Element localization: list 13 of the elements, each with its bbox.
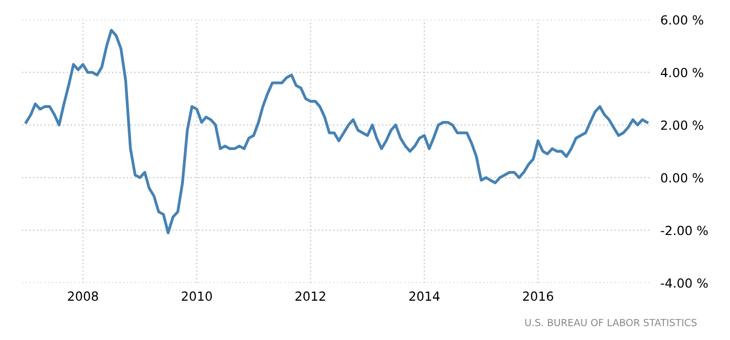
x-tick-label: 2008 bbox=[68, 291, 98, 301]
x-tick-label: 2012 bbox=[296, 291, 326, 301]
text: U.S. BUREAU OF LABOR STATISTICS bbox=[525, 318, 697, 326]
x-tick-label: 2010 bbox=[182, 291, 212, 301]
y-tick-label: 2.00 % bbox=[661, 120, 704, 130]
y-tick-label: -2.00 % bbox=[660, 226, 708, 236]
y-tick-label: 4.00 % bbox=[660, 68, 704, 78]
y-tick-label: 6.00 % bbox=[661, 15, 704, 25]
y-tick-label: -4.00 % bbox=[660, 278, 708, 288]
x-tick-label: 2014 bbox=[409, 291, 440, 301]
x-tick-label: 2016 bbox=[523, 291, 554, 301]
y-tick-label: 0.00 % bbox=[661, 173, 704, 183]
line-series bbox=[24, 28, 648, 234]
